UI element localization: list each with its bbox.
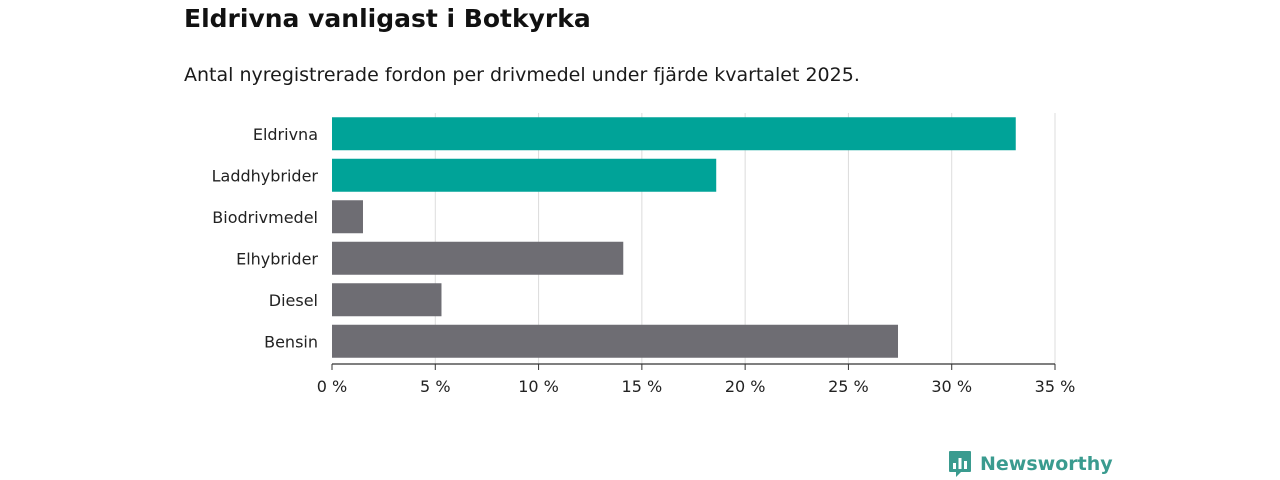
brand-name: Newsworthy [980,453,1113,475]
x-tick-label: 30 % [931,377,972,396]
chart-title: Eldrivna vanligast i Botkyrka [184,4,591,33]
chart-bars-icon [949,451,971,477]
category-label: Elhybrider [236,249,318,268]
bar-laddhybrider [332,158,717,192]
category-labels: Eldrivna Laddhybrider Biodrivmedel Elhybrid… [212,125,319,352]
x-tick-label: 10 % [518,377,559,396]
newsworthy-logo: Newsworthy [948,450,1113,478]
bar-eldrivna [332,117,1016,151]
category-label: Laddhybrider [212,166,319,185]
x-tick-label: 25 % [828,377,869,396]
category-label: Bensin [264,332,318,351]
x-axis: 0 % 5 % 10 % 15 % 20 % 25 % 30 % 35 % [317,363,1076,396]
x-tick-label: 5 % [420,377,450,396]
x-tick-label: 35 % [1035,377,1076,396]
category-label: Eldrivna [253,125,318,144]
bar-biodrivmedel [332,200,363,234]
gridlines [434,113,1056,364]
bar-elhybrider [332,241,624,275]
category-label: Biodrivmedel [212,208,318,227]
bar-diesel [332,283,442,317]
x-tick-label: 15 % [622,377,663,396]
bars [332,117,1016,358]
chart-subtitle: Antal nyregistrerade fordon per drivmede… [184,64,860,86]
category-label: Diesel [269,291,318,310]
bar-bensin [332,324,899,358]
x-tick-label: 20 % [725,377,766,396]
x-tick-label: 0 % [317,377,347,396]
